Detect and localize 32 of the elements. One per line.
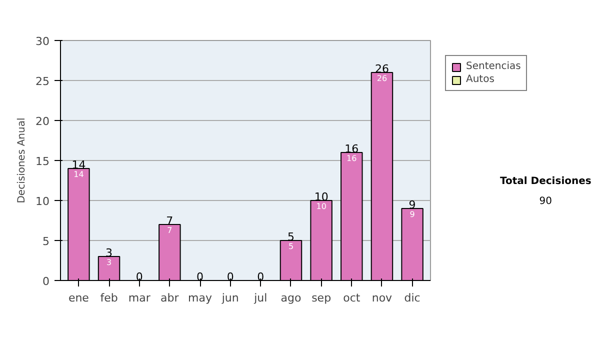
text: Total Decisiones <box>500 175 592 189</box>
x-tick-label: oct <box>343 292 361 304</box>
data-label: 26 <box>376 74 388 83</box>
data-label: 5 <box>288 242 294 251</box>
data-label: 9 <box>410 210 415 219</box>
x-tick-label: jun <box>220 292 239 304</box>
x-tick-label: jul <box>253 292 268 304</box>
x-tick-label: dic <box>404 292 420 304</box>
y-tick-label: 25 <box>36 75 50 88</box>
x-tick-label: feb <box>100 292 118 304</box>
text: 90 <box>538 195 554 210</box>
y-tick-label: 15 <box>36 155 50 168</box>
y-tick-label: 30 <box>36 35 50 48</box>
data-label: 14 <box>74 170 84 179</box>
y-tick-label: 20 <box>36 115 50 128</box>
x-tick-label: ago <box>280 292 302 304</box>
x-tick-label: abr <box>160 292 180 304</box>
legend-label: Sentencias <box>466 61 521 72</box>
data-label: 3 <box>106 258 112 267</box>
y-tick-label: 0 <box>42 275 50 288</box>
data-label: 10 <box>316 202 326 211</box>
x-tick-label: sep <box>312 292 332 304</box>
y-tick-label: 10 <box>36 195 50 208</box>
x-tick-label: may <box>188 292 212 304</box>
data-label: 7 <box>167 226 172 235</box>
data-label: 16 <box>346 154 357 163</box>
x-tick-label: mar <box>128 292 151 304</box>
y-axis-title: Decisiones Anual <box>16 118 28 204</box>
legend-label: Autos <box>466 74 494 85</box>
y-tick-label: 5 <box>42 235 50 248</box>
x-tick-label: ene <box>68 292 90 304</box>
x-tick-label: nov <box>372 292 393 304</box>
